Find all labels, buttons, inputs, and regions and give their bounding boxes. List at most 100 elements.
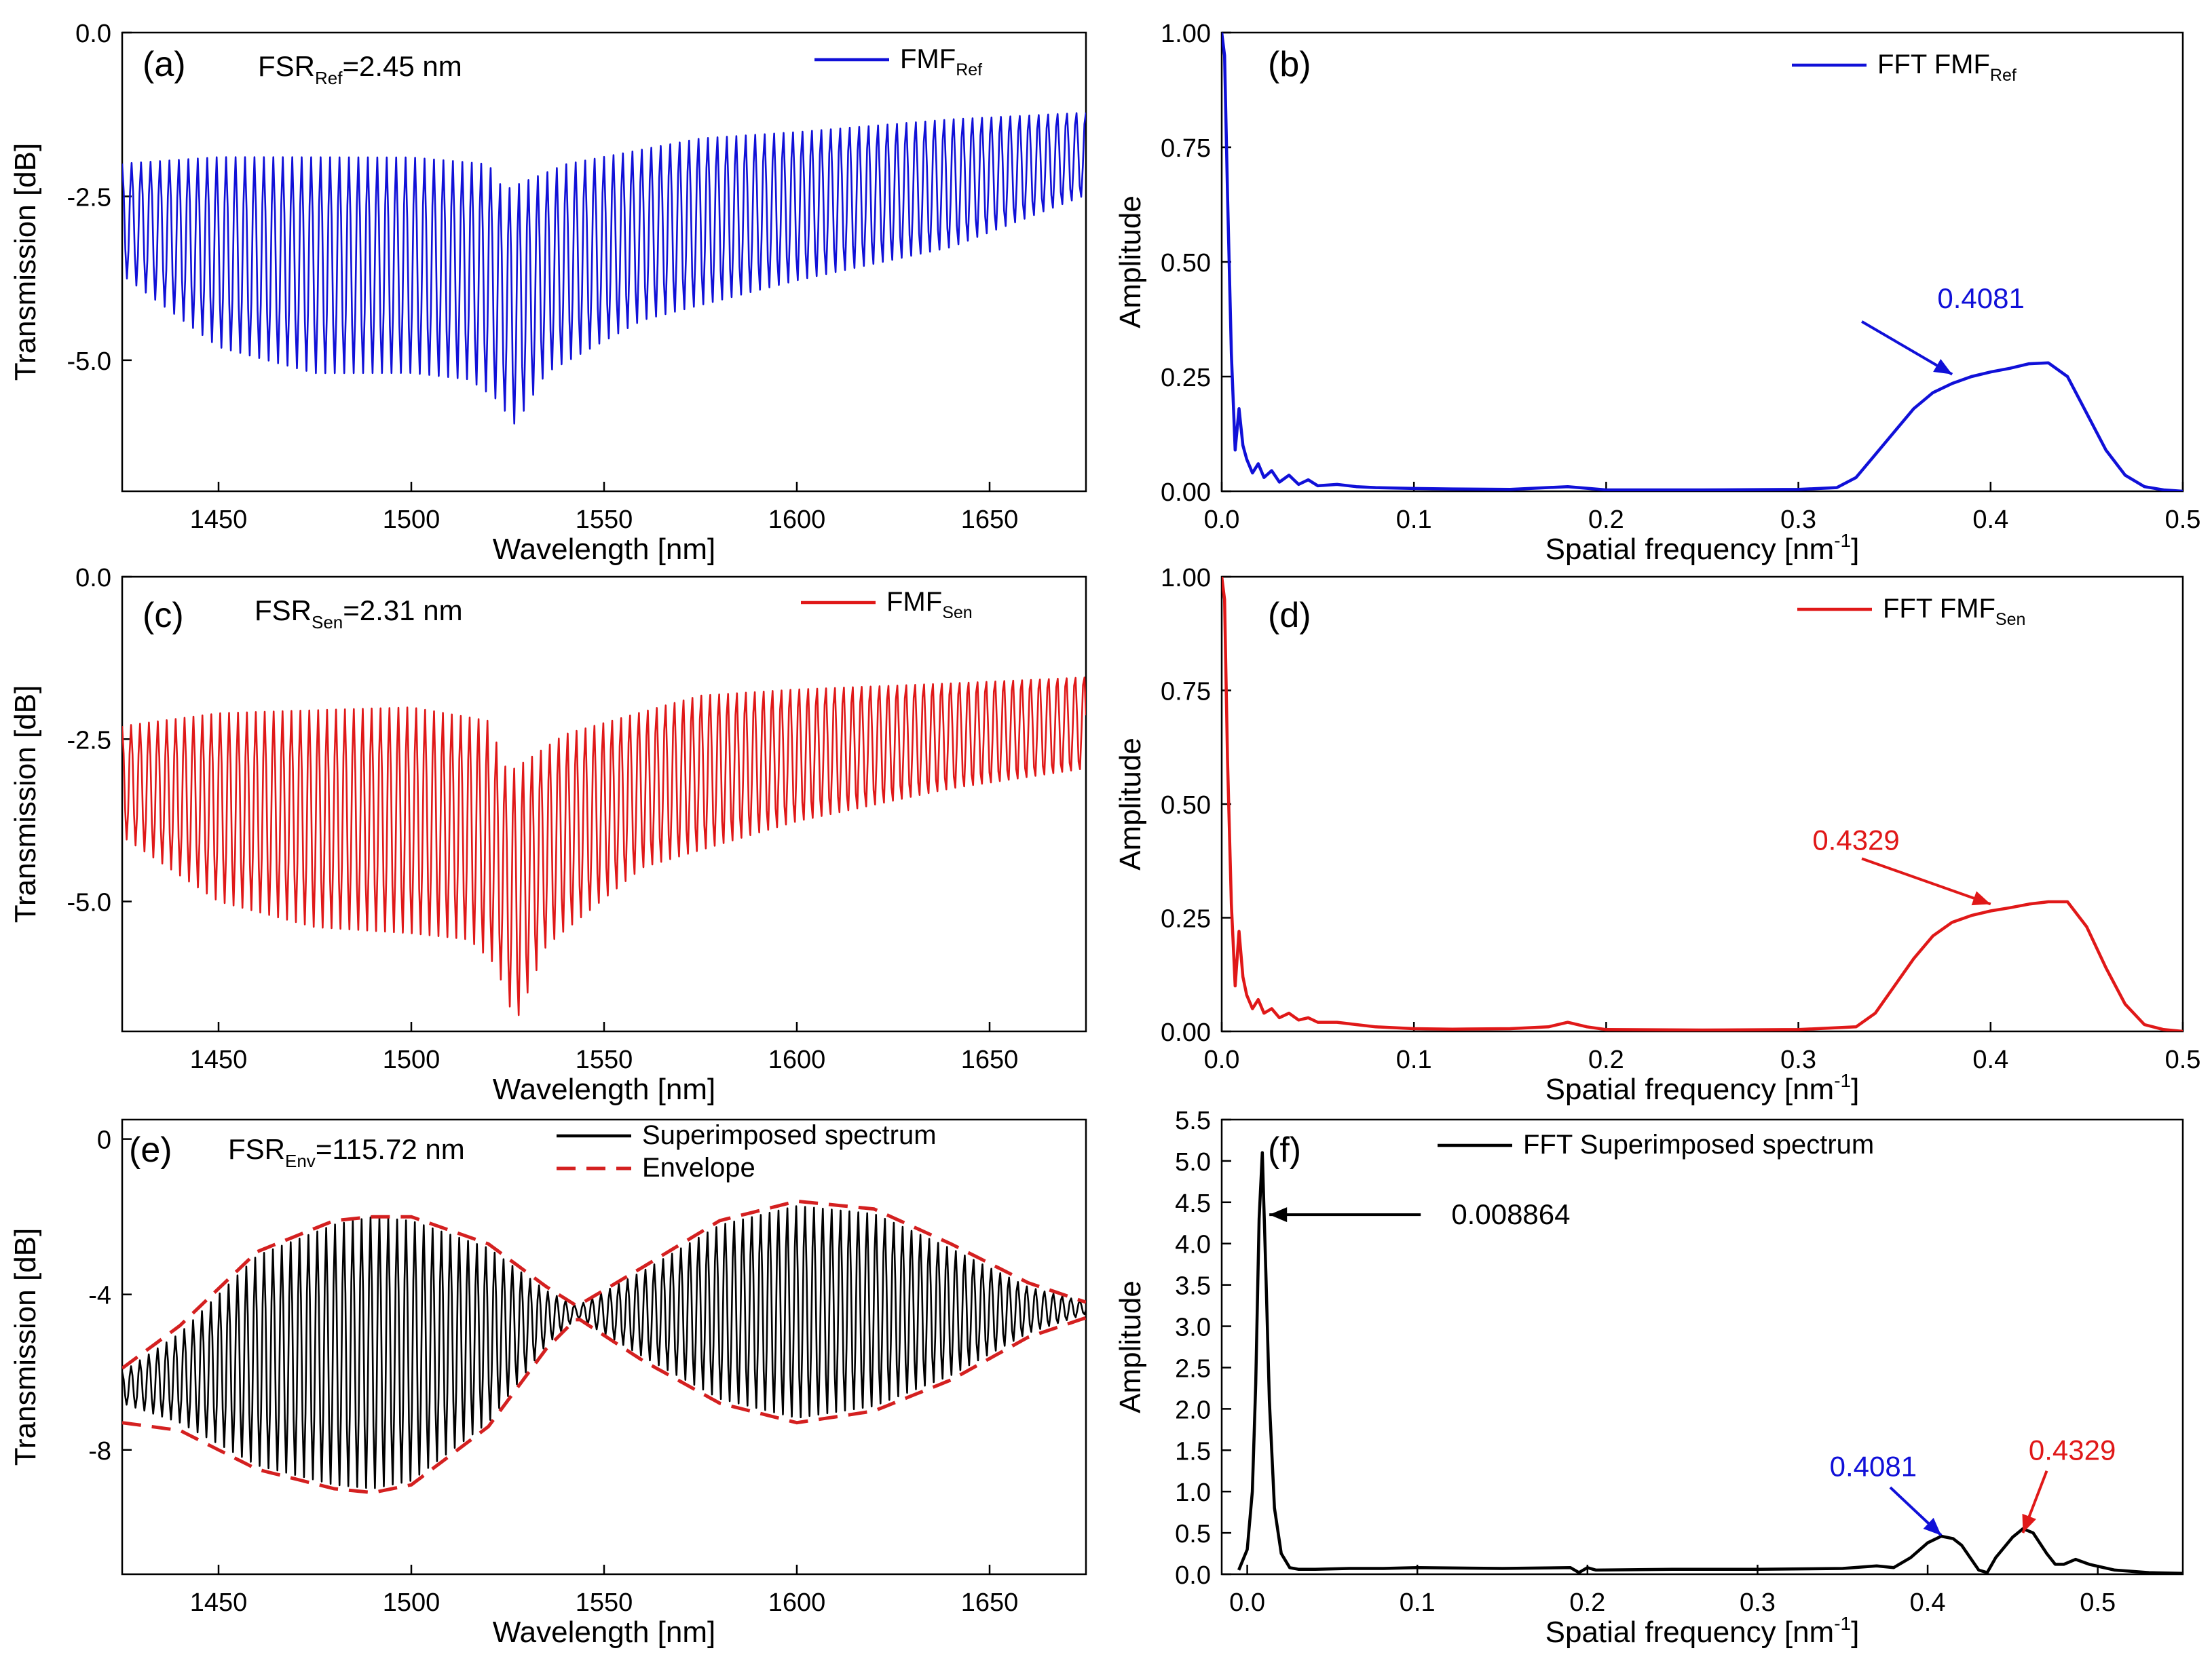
envelope-line: [122, 1316, 1086, 1495]
annotation-arrowhead: [1923, 1517, 1942, 1536]
y-axis-label: Amplitude: [1114, 738, 1147, 871]
y-tick-label: -4: [88, 1282, 111, 1310]
x-tick-label: 1650: [961, 1046, 1019, 1074]
annotation-arrowhead: [1933, 359, 1953, 375]
x-tick-label: 0.5: [2165, 506, 2201, 534]
y-tick-label: -2.5: [67, 183, 111, 212]
x-tick-label: 1550: [576, 1046, 633, 1074]
x-tick-label: 0.1: [1396, 506, 1432, 534]
y-axis-label: Amplitude: [1114, 195, 1147, 328]
x-tick-label: 0.2: [1588, 1046, 1624, 1074]
x-axis-label: Spatial frequency [nm-1]: [1545, 1613, 1860, 1649]
y-tick-label: 2.5: [1175, 1354, 1211, 1383]
y-tick-label: 1.00: [1161, 20, 1211, 48]
y-tick-label: 4.5: [1175, 1189, 1211, 1218]
x-tick-label: 1450: [190, 1588, 248, 1617]
y-tick-label: 3.5: [1175, 1272, 1211, 1301]
annotation-arrow: [1861, 857, 1991, 906]
y-axis-label: Transmission [dB]: [9, 1228, 42, 1466]
panel-label: (e): [129, 1130, 172, 1170]
y-tick-label: 0.50: [1161, 791, 1211, 820]
x-tick-label: 1550: [576, 506, 633, 534]
y-tick-label: 0.50: [1161, 249, 1211, 278]
x-tick-label: 1550: [576, 1588, 633, 1617]
series-line: [1222, 577, 2183, 1031]
x-tick-label: 1600: [768, 1046, 826, 1074]
x-tick-label: 0.4: [1910, 1588, 1946, 1617]
x-tick-label: 0.0: [1204, 1046, 1240, 1074]
y-tick-label: 3.0: [1175, 1314, 1211, 1342]
fsr-annotation: FSRRef=2.45 nm: [258, 50, 462, 88]
panel-c: 1450 1500 1550 1600 1650 0.0 -2.5 -5.0 Wavelengt…: [9, 564, 1087, 1106]
legend-label: FMFRef: [900, 44, 982, 79]
x-axis-label: Wavelength [nm]: [493, 1073, 716, 1106]
x-tick-label: 1500: [383, 1588, 440, 1617]
series-line: [122, 677, 1086, 1016]
value-annotation: 0.4081: [1937, 282, 2024, 314]
plot-frame: [1220, 575, 2184, 1033]
x-tick-label: 0.3: [1780, 506, 1816, 534]
x-tick-label: 1450: [190, 1046, 248, 1074]
panel-label: (d): [1268, 596, 1311, 635]
value-annotation: 0.4329: [1812, 824, 1899, 856]
y-tick-label: 2.0: [1175, 1396, 1211, 1424]
x-tick-label: 1600: [768, 506, 826, 534]
y-tick-label: 0.25: [1161, 364, 1211, 392]
legend-label: Envelope: [642, 1153, 755, 1183]
panel-a: 1450 1500 1550 1600 1650 0.0 -2.5 -5.0 Wavelengt…: [9, 20, 1087, 566]
y-axis-label: Amplitude: [1114, 1280, 1147, 1413]
x-tick-label: 0.3: [1740, 1588, 1776, 1617]
y-tick-label: 5.0: [1175, 1148, 1211, 1177]
x-tick-label: 0.4: [1972, 506, 2008, 534]
legend-label: FFT Superimposed spectrum: [1523, 1130, 1874, 1160]
x-tick-label: 0.1: [1396, 1046, 1432, 1074]
legend-label: FMFSen: [886, 587, 973, 622]
panel-b: 0.0 0.1 0.2 0.3 0.4 0.5 0.00 0.25 0.50 0.75 1.00 Sp…: [1114, 20, 2200, 566]
y-tick-label: 4.0: [1175, 1231, 1211, 1259]
plot-area: [1222, 33, 2183, 491]
panel-d: 0.0 0.1 0.2 0.3 0.4 0.5 0.00 0.25 0.50 0.75 1.00 Sp…: [1114, 564, 2200, 1106]
plot-frame: [1220, 31, 2184, 493]
y-tick-label: 1.00: [1161, 564, 1211, 592]
x-axis-label: Spatial frequency [nm-1]: [1545, 1070, 1860, 1106]
y-tick-label: 0.25: [1161, 905, 1211, 934]
value-annotation: 0.008864: [1451, 1198, 1570, 1230]
legend-label: FFT FMFSen: [1883, 594, 2025, 629]
y-tick-label: 0: [97, 1126, 111, 1155]
x-tick-label: 0.2: [1588, 506, 1624, 534]
y-tick-label: 0.00: [1161, 478, 1211, 507]
value-annotation: 0.4329: [2029, 1434, 2116, 1466]
plot-area: [122, 677, 1086, 1016]
value-annotation: 0.4081: [1830, 1451, 1917, 1483]
x-tick-label: 1500: [383, 1046, 440, 1074]
y-axis-label: Transmission [dB]: [9, 685, 42, 923]
x-tick-label: 0.3: [1780, 1046, 1816, 1074]
y-tick-label: -5.0: [67, 347, 111, 376]
x-tick-label: 0.2: [1569, 1588, 1605, 1617]
y-tick-label: 0.75: [1161, 134, 1211, 163]
x-tick-label: 0.0: [1204, 506, 1240, 534]
x-tick-label: 1600: [768, 1588, 826, 1617]
y-axis-label: Transmission [dB]: [9, 143, 42, 381]
panel-label: (f): [1268, 1130, 1301, 1170]
x-tick-label: 0.5: [2165, 1046, 2201, 1074]
plot-area: [122, 1199, 1086, 1495]
plot-area: [122, 112, 1086, 425]
y-tick-label: 1.0: [1175, 1479, 1211, 1507]
legend-label: FFT FMFRef: [1877, 50, 2017, 85]
x-tick-label: 0.4: [1972, 1046, 2008, 1074]
x-tick-label: 0.0: [1229, 1588, 1265, 1617]
fsr-annotation: FSRSen=2.31 nm: [255, 594, 463, 632]
y-tick-label: -8: [88, 1437, 111, 1466]
x-tick-label: 1650: [961, 506, 1019, 534]
series-line: [1222, 33, 2183, 491]
series-line: [122, 1205, 1086, 1489]
y-tick-label: 0.00: [1161, 1018, 1211, 1047]
plot-area: [1237, 1151, 2183, 1574]
y-tick-label: 0.5: [1175, 1520, 1211, 1548]
x-tick-label: 1500: [383, 506, 440, 534]
x-tick-label: 0.5: [2080, 1588, 2116, 1617]
y-tick-label: -2.5: [67, 726, 111, 755]
y-tick-label: 0.0: [75, 20, 111, 48]
